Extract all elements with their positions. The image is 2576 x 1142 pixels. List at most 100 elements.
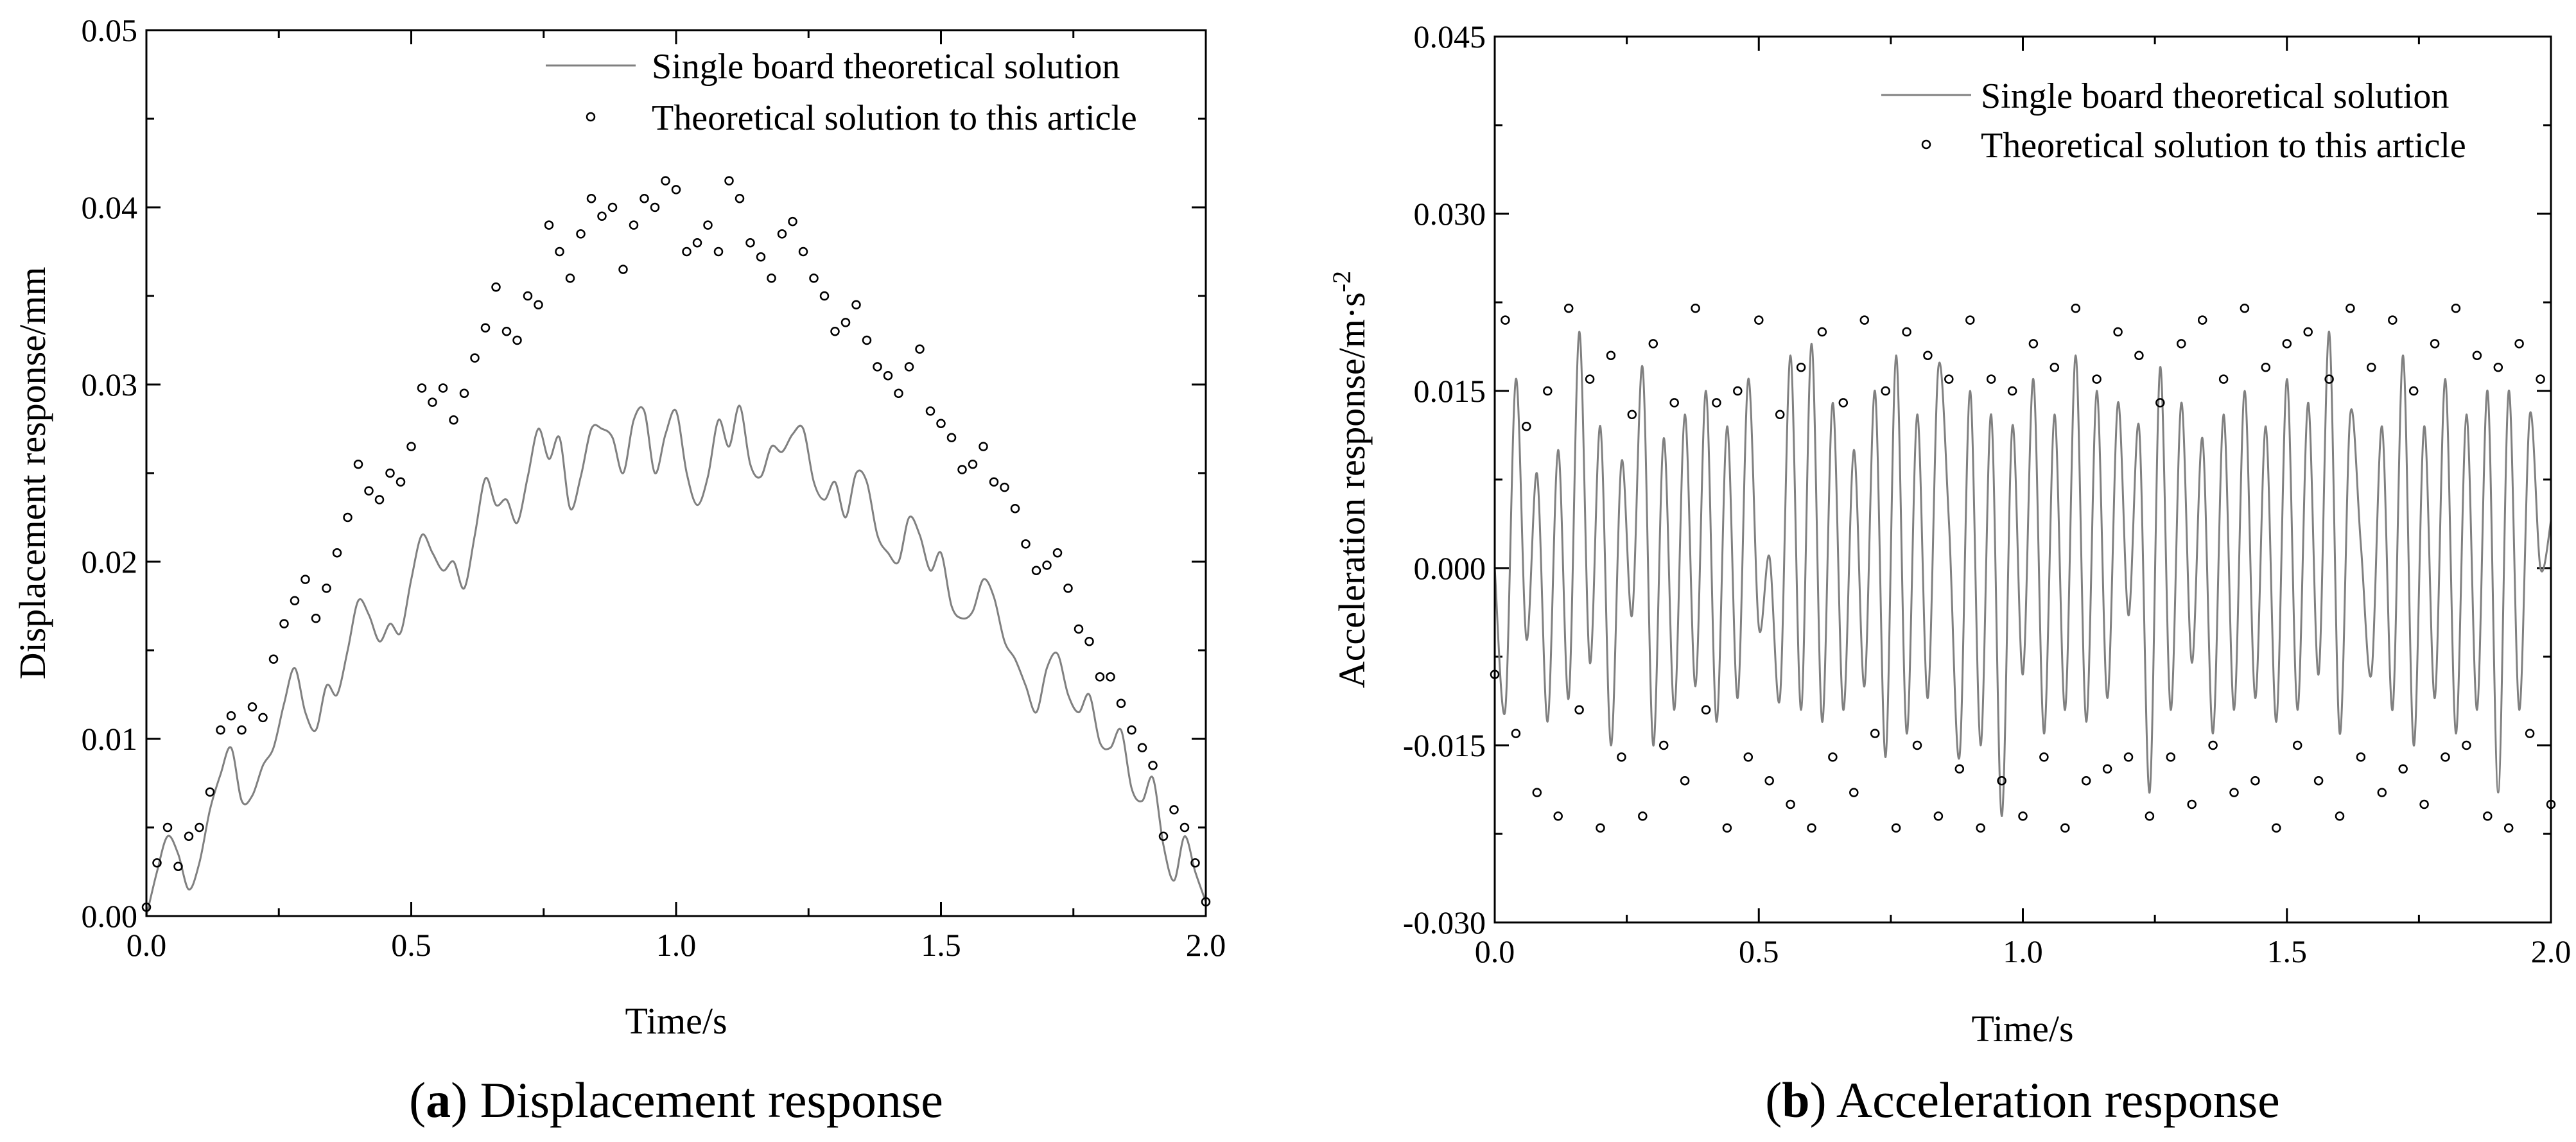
- data-point-b: [2155, 398, 2165, 408]
- data-point-b: [2261, 362, 2271, 372]
- data-point-b: [2335, 811, 2345, 821]
- data-point-b: [1680, 775, 1690, 786]
- data-point-a: [1084, 636, 1094, 646]
- data-point-a: [311, 614, 321, 623]
- data-point-b: [2462, 740, 2471, 750]
- data-point-a: [417, 383, 427, 393]
- data-point-a: [501, 326, 512, 336]
- data-point-b: [1691, 303, 1700, 313]
- caption-b-letter: b: [1782, 1072, 1809, 1128]
- data-point-b: [2240, 303, 2250, 313]
- data-point-b: [1796, 362, 1806, 372]
- data-point-a: [258, 713, 268, 723]
- data-point-b: [1954, 764, 1965, 774]
- data-point-b: [1596, 823, 1605, 833]
- data-point-a: [534, 300, 543, 310]
- data-point-a: [279, 619, 289, 628]
- data-point-b: [1627, 410, 1637, 420]
- data-point-b: [2525, 729, 2535, 738]
- data-point-a: [883, 370, 893, 381]
- data-point-a: [152, 858, 162, 868]
- data-point-a: [385, 468, 395, 478]
- data-point-a: [1010, 503, 1020, 514]
- data-point-b: [1543, 386, 1553, 396]
- caption-a-text: Displacement response: [480, 1072, 943, 1128]
- data-point-b: [1501, 315, 1510, 325]
- data-point-b: [1743, 752, 1754, 762]
- data-point-a: [840, 318, 851, 327]
- data-point-b: [2282, 339, 2292, 349]
- legend-a-marker-swatch: [586, 112, 596, 122]
- plot-b-frame: [1493, 35, 2552, 924]
- x-tick-label-b: 1.0: [2003, 933, 2043, 969]
- panel-displacement-response: 0.0 0.5 1.0 1.5 2.00.000.010.020.030.040.05 …: [12, 12, 1226, 1128]
- y-axis-title-a: Displacement response/mm: [12, 267, 53, 680]
- data-point-a: [915, 344, 925, 354]
- y-tick-label-a: 0.05: [82, 12, 138, 48]
- data-point-b: [2218, 374, 2229, 384]
- data-point-a: [1021, 539, 1031, 549]
- data-point-b: [2028, 339, 2039, 349]
- data-point-a: [555, 247, 564, 257]
- data-point-b: [2229, 788, 2239, 797]
- data-point-b: [1701, 705, 1711, 715]
- data-point-b: [1891, 823, 1901, 833]
- caption-a: (a) Displacement response: [409, 1072, 943, 1128]
- data-point-a: [565, 273, 575, 283]
- data-point-b: [1828, 752, 1838, 762]
- data-point-a: [195, 822, 204, 833]
- legend-b-marker-label: Theoretical solution to this article: [1981, 126, 2466, 166]
- data-point-a: [830, 326, 840, 336]
- x-axis-title-a: Time/s: [625, 1000, 727, 1042]
- series-a-single-board-line: [145, 404, 1207, 917]
- data-point-a: [470, 353, 480, 363]
- data-point-a: [650, 202, 660, 212]
- y-tick-label-a: 0.02: [82, 544, 138, 580]
- data-point-a: [374, 495, 385, 505]
- data-point-b: [1923, 350, 1933, 361]
- data-point-a: [1179, 822, 1190, 833]
- data-point-b: [2398, 764, 2408, 774]
- legend-b: Single board theoretical solution Theore…: [1881, 76, 2466, 166]
- data-point-a: [1127, 725, 1136, 735]
- data-point-a: [607, 202, 618, 212]
- data-point-a: [703, 220, 713, 230]
- data-point-b: [2071, 303, 2081, 313]
- data-point-b: [2049, 362, 2060, 372]
- data-point-b: [1733, 386, 1743, 396]
- data-point-b: [1669, 398, 1679, 408]
- data-point-a: [745, 238, 755, 248]
- data-point-a: [809, 273, 819, 283]
- legend-b-line-label: Single board theoretical solution: [1981, 76, 2449, 116]
- legend-a-marker-label: Theoretical solution to this article: [652, 98, 1137, 138]
- data-point-b: [2134, 350, 2144, 361]
- data-point-a: [968, 459, 978, 469]
- caption-a-letter: a: [426, 1072, 451, 1128]
- data-point-a: [322, 584, 331, 593]
- data-point-a: [788, 216, 797, 227]
- x-tick-label-a: 0.0: [126, 927, 167, 963]
- data-point-b: [2145, 811, 2155, 821]
- legend-a: Single board theoretical solution Theore…: [546, 47, 1137, 138]
- data-point-a: [1052, 548, 1063, 558]
- data-point-b: [2303, 327, 2313, 337]
- data-point-b: [2388, 315, 2398, 325]
- x-tick-label-a: 1.5: [921, 927, 961, 963]
- data-point-b: [2187, 799, 2197, 809]
- data-point-a: [1095, 672, 1105, 682]
- data-point-b: [1648, 339, 1658, 349]
- data-point-a: [1169, 805, 1179, 815]
- data-point-a: [544, 220, 554, 230]
- y-axis-title-b: Acceleration response/m·s-2: [1327, 271, 1373, 688]
- data-point-a: [406, 442, 416, 451]
- y-tick-label-a: 0.01: [82, 721, 138, 757]
- data-point-a: [692, 238, 702, 248]
- data-point-a: [332, 548, 342, 558]
- data-point-b: [2081, 775, 2091, 786]
- x-axis-title-b: Time/s: [1971, 1008, 2073, 1050]
- data-point-a: [671, 185, 681, 195]
- data-point-b: [1881, 386, 1890, 396]
- data-point-a: [459, 388, 469, 399]
- data-point-b: [1870, 729, 1880, 738]
